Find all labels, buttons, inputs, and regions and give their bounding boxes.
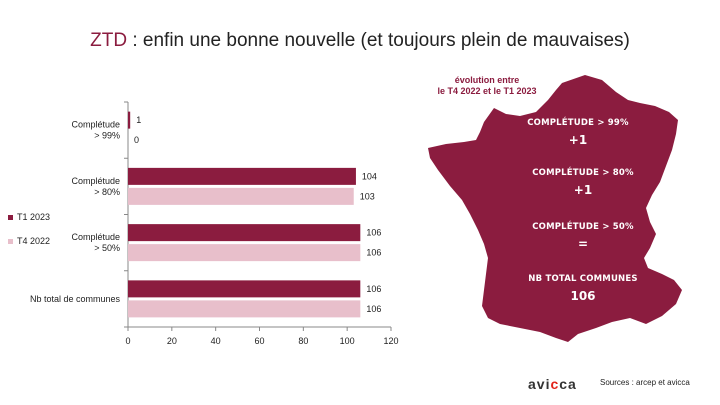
legend-swatch-t1-2023 [8, 214, 13, 220]
title-accent: ZTD [90, 30, 128, 51]
category-label: Complétude [71, 120, 120, 130]
category-label: > 50% [94, 243, 120, 253]
bar [128, 280, 361, 298]
stat-value: 106 [570, 289, 596, 303]
data-label: 106 [366, 248, 381, 258]
data-label: 106 [366, 284, 381, 294]
data-label: 106 [366, 228, 381, 238]
category-label: Complétude [71, 176, 120, 186]
category-label: Nb total de communes [30, 294, 121, 304]
category-label: > 80% [94, 187, 120, 197]
legend-item-t1-2023: T1 2023 [8, 210, 50, 224]
bar [128, 111, 131, 129]
stat-label: NB TOTAL COMMUNES [528, 274, 638, 284]
data-label: 106 [366, 304, 381, 314]
slide-title: ZTD : enfin une bonne nouvelle (et toujo… [0, 30, 720, 52]
bar [128, 224, 361, 242]
bar [128, 244, 361, 262]
data-label: 104 [362, 171, 377, 181]
category-label: > 99% [94, 131, 120, 141]
stat-completude-50: COMPLÉTUDE > 50% = [513, 222, 653, 251]
data-label: 0 [134, 135, 139, 145]
stat-label: COMPLÉTUDE > 50% [532, 222, 634, 232]
category-label: Complétude [71, 232, 120, 242]
data-label: 103 [360, 191, 375, 201]
stat-completude-99: COMPLÉTUDE > 99% +1 [508, 118, 648, 147]
x-tick-label: 60 [254, 336, 264, 346]
x-tick-label: 0 [125, 336, 130, 346]
legend-item-t4-2022: T4 2022 [8, 234, 50, 248]
x-tick-label: 80 [298, 336, 308, 346]
x-tick-label: 20 [167, 336, 177, 346]
stat-label: COMPLÉTUDE > 80% [532, 168, 634, 178]
map-heading-line-1: évolution entre [454, 75, 520, 85]
x-tick-label: 100 [340, 336, 355, 346]
bar [128, 300, 361, 318]
chart-legend: T1 2023 T4 2022 [8, 210, 50, 258]
stat-label: COMPLÉTUDE > 99% [527, 118, 629, 128]
stat-value: = [577, 237, 589, 251]
map-heading-line-2: le T4 2022 et le T1 2023 [437, 86, 537, 96]
title-text: : enfin une bonne nouvelle (et toujours … [127, 30, 630, 51]
x-tick-label: 120 [383, 336, 398, 346]
bar [128, 167, 356, 185]
x-tick-label: 40 [211, 336, 221, 346]
avicca-logo: avicca [528, 376, 577, 392]
legend-swatch-t4-2022 [8, 238, 13, 244]
data-label: 1 [136, 115, 141, 125]
stat-value: +1 [573, 183, 593, 197]
stat-nb-total-communes: NB TOTAL COMMUNES 106 [513, 274, 653, 303]
stat-completude-80: COMPLÉTUDE > 80% +1 [513, 168, 653, 197]
france-map-shape [428, 75, 682, 342]
bar [128, 187, 354, 205]
map-heading: évolution entre le T4 2022 et le T1 2023 [412, 75, 562, 97]
stat-value: +1 [568, 133, 588, 147]
sources-note: Sources : arcep et avicca [600, 378, 690, 387]
legend-label-t1-2023: T1 2023 [17, 212, 51, 222]
legend-label-t4-2022: T4 2022 [17, 236, 51, 246]
